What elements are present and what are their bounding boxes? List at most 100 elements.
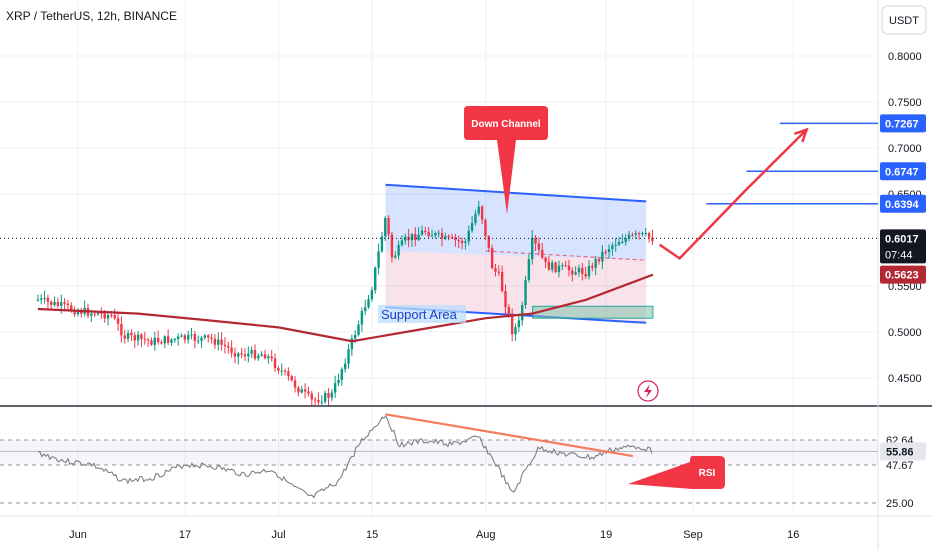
candle-body[interactable] — [400, 240, 404, 246]
currency-button[interactable]: USDT — [881, 5, 927, 35]
candle-body[interactable] — [327, 393, 330, 398]
candle-body[interactable] — [604, 251, 607, 253]
candle-body[interactable] — [166, 336, 170, 343]
candle-body[interactable] — [554, 262, 557, 273]
candle-body[interactable] — [497, 271, 501, 273]
candle-body[interactable] — [444, 236, 447, 239]
candle-body[interactable] — [110, 314, 113, 316]
price-badge-target[interactable] — [880, 194, 926, 213]
candle-body[interactable] — [561, 265, 564, 267]
candle-body[interactable] — [270, 356, 273, 359]
candle-body[interactable] — [647, 233, 651, 238]
lightning-icon[interactable] — [637, 380, 659, 402]
candle-body[interactable] — [571, 270, 574, 275]
candle-body[interactable] — [510, 314, 514, 335]
candle-body[interactable] — [160, 342, 163, 344]
candle-body[interactable] — [514, 327, 517, 335]
candle-body[interactable] — [156, 337, 160, 343]
candle-body[interactable] — [253, 350, 257, 359]
candle-body[interactable] — [517, 320, 521, 328]
candle-body[interactable] — [267, 356, 270, 359]
candle-body[interactable] — [223, 344, 227, 347]
candle-body[interactable] — [480, 206, 484, 220]
candle-body[interactable] — [634, 233, 637, 235]
candle-body[interactable] — [624, 238, 627, 242]
candle-body[interactable] — [66, 303, 70, 306]
candle-body[interactable] — [594, 258, 597, 268]
candle-body[interactable] — [207, 335, 210, 338]
price-badge-target[interactable] — [880, 162, 926, 181]
candle-body[interactable] — [243, 354, 247, 357]
candle-body[interactable] — [40, 298, 43, 300]
candle-body[interactable] — [257, 355, 260, 359]
candle-body[interactable] — [230, 347, 233, 353]
symbol-title[interactable]: XRP / TetherUS, 12h, BINANCE — [6, 9, 177, 23]
candle-body[interactable] — [273, 358, 277, 369]
candle-body[interactable] — [163, 336, 167, 344]
candle-body[interactable] — [96, 313, 100, 315]
candle-body[interactable] — [193, 334, 197, 341]
candle-body[interactable] — [56, 302, 60, 306]
candle-body[interactable] — [350, 338, 354, 350]
candle-body[interactable] — [313, 399, 317, 401]
price-badge-last[interactable] — [880, 229, 926, 264]
candle-body[interactable] — [126, 332, 130, 339]
candle-body[interactable] — [343, 363, 347, 370]
candle-body[interactable] — [186, 335, 190, 340]
candle-body[interactable] — [287, 371, 290, 377]
candle-body[interactable] — [617, 241, 621, 245]
candle-body[interactable] — [337, 379, 340, 384]
candle-body[interactable] — [377, 251, 380, 268]
candle-body[interactable] — [53, 302, 56, 305]
candle-body[interactable] — [320, 401, 323, 403]
candle-body[interactable] — [414, 234, 417, 240]
candle-body[interactable] — [601, 251, 604, 262]
candle-body[interactable] — [484, 219, 487, 237]
currency-button-frame[interactable] — [881, 5, 927, 35]
candle-body[interactable] — [467, 230, 470, 242]
candle-body[interactable] — [310, 393, 313, 400]
candle-body[interactable] — [183, 335, 187, 340]
candle-body[interactable] — [120, 323, 123, 336]
candle-body[interactable] — [574, 272, 577, 275]
candle-body[interactable] — [197, 340, 200, 342]
candle-body[interactable] — [150, 340, 153, 345]
candle-body[interactable] — [43, 297, 46, 299]
candle-body[interactable] — [581, 267, 584, 275]
candle-body[interactable] — [70, 305, 73, 311]
candle-body[interactable] — [303, 389, 307, 392]
candle-body[interactable] — [220, 339, 223, 345]
candle-body[interactable] — [457, 240, 460, 242]
candle-body[interactable] — [547, 261, 551, 270]
candle-body[interactable] — [140, 334, 143, 339]
candle-body[interactable] — [367, 299, 370, 308]
candle-body[interactable] — [370, 290, 374, 300]
candle-body[interactable] — [520, 305, 524, 321]
candle-body[interactable] — [203, 335, 207, 338]
candle-body[interactable] — [247, 353, 250, 357]
candle-body[interactable] — [524, 279, 527, 306]
candle-body[interactable] — [531, 237, 534, 260]
candle-body[interactable] — [374, 267, 377, 291]
candle-body[interactable] — [136, 334, 140, 341]
candle-body[interactable] — [233, 352, 237, 357]
candle-body[interactable] — [470, 223, 474, 231]
candle-body[interactable] — [641, 233, 644, 235]
candle-body[interactable] — [637, 233, 641, 235]
candle-body[interactable] — [544, 257, 547, 262]
candle-body[interactable] — [93, 313, 96, 315]
candle-body[interactable] — [450, 237, 454, 239]
candle-body[interactable] — [317, 399, 320, 403]
candle-body[interactable] — [333, 383, 337, 393]
candle-body[interactable] — [123, 335, 126, 339]
candle-body[interactable] — [153, 337, 156, 345]
candle-body[interactable] — [357, 324, 360, 335]
candle-body[interactable] — [146, 339, 150, 341]
candle-body[interactable] — [190, 334, 193, 336]
candle-body[interactable] — [651, 237, 654, 242]
candle-body[interactable] — [504, 291, 507, 308]
candle-body[interactable] — [60, 302, 63, 306]
candle-body[interactable] — [417, 234, 420, 240]
candle-body[interactable] — [63, 302, 66, 304]
